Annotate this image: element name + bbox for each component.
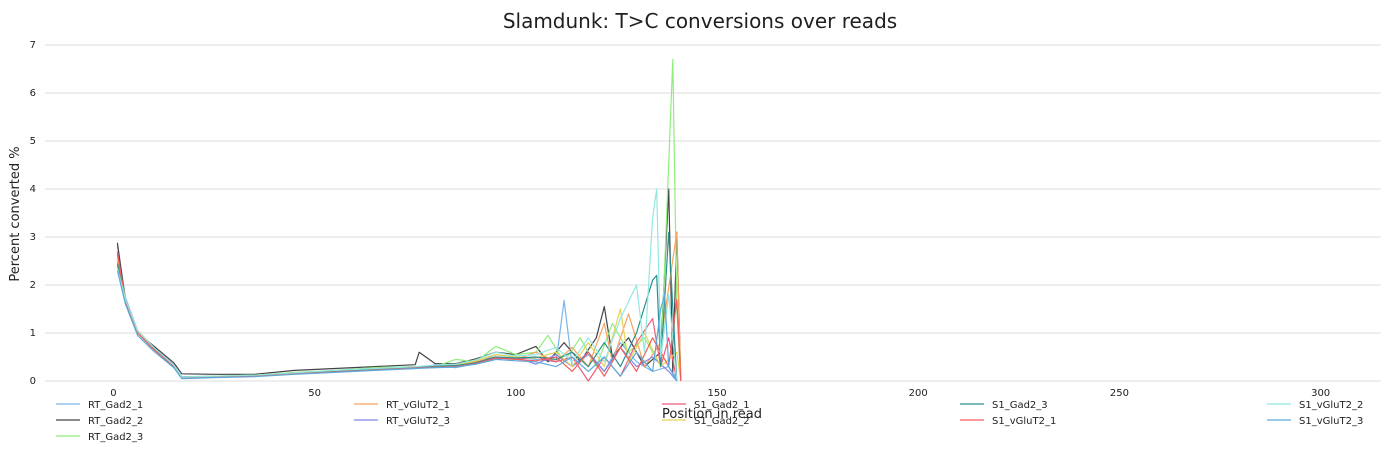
legend-item[interactable]: S1_Gad2_2 <box>662 416 750 427</box>
legend-item[interactable]: S1_vGluT2_3 <box>1267 416 1363 427</box>
y-tick-label: 1 <box>30 328 36 339</box>
series-line-RT_vGluT2_1 <box>116 231 682 382</box>
legend-label: S1_vGluT2_3 <box>1299 416 1363 427</box>
series-line-S1_vGluT2_3 <box>116 270 678 382</box>
legend-item[interactable]: RT_vGluT2_1 <box>354 400 450 411</box>
grid-lines <box>45 44 1381 382</box>
legend-label: S1_vGluT2_2 <box>1299 400 1363 411</box>
legend-item[interactable]: S1_Gad2_3 <box>960 400 1048 411</box>
x-tick-label: 250 <box>1110 388 1129 399</box>
legend-label: RT_vGluT2_1 <box>386 400 450 411</box>
legend-label: RT_Gad2_2 <box>88 416 143 427</box>
legend-label: RT_Gad2_3 <box>88 432 143 443</box>
legend-item[interactable]: S1_vGluT2_1 <box>960 416 1056 427</box>
legend-item[interactable]: S1_vGluT2_2 <box>1267 400 1363 411</box>
legend-label: S1_Gad2_1 <box>694 400 750 411</box>
y-tick-label: 3 <box>30 232 36 243</box>
legend-label: S1_Gad2_2 <box>694 416 750 427</box>
x-axis-label: Position in read <box>662 407 762 422</box>
y-axis-ticks: 0 1 2 3 4 5 6 7 <box>30 40 36 387</box>
y-tick-label: 4 <box>30 184 36 195</box>
y-tick-label: 5 <box>30 136 36 147</box>
legend-item[interactable]: RT_Gad2_2 <box>56 416 143 427</box>
x-tick-label: 300 <box>1311 388 1330 399</box>
x-tick-label: 50 <box>308 388 321 399</box>
chart-title: Slamdunk: T>C conversions over reads <box>503 9 897 33</box>
legend-label: RT_Gad2_1 <box>88 400 143 411</box>
x-tick-label: 150 <box>707 388 726 399</box>
legend-item[interactable]: RT_Gad2_3 <box>56 432 143 443</box>
legend-item[interactable]: RT_vGluT2_3 <box>354 416 450 427</box>
series-line-S1_vGluT2_2 <box>116 188 678 382</box>
legend-label: RT_vGluT2_3 <box>386 416 450 427</box>
y-tick-label: 6 <box>30 88 36 99</box>
legend-label: S1_Gad2_3 <box>992 400 1048 411</box>
legend: RT_Gad2_1 RT_Gad2_2 RT_Gad2_3 RT_vGluT2_1 RT… <box>56 400 1363 443</box>
series-lines <box>116 58 682 382</box>
y-tick-label: 0 <box>30 376 36 387</box>
x-tick-label: 100 <box>506 388 525 399</box>
series-line-RT_vGluT2_3 <box>116 265 678 382</box>
y-tick-label: 2 <box>30 280 36 291</box>
x-axis-ticks: 0 50 100 150 200 250 300 <box>110 388 1330 399</box>
legend-item[interactable]: S1_Gad2_1 <box>662 400 750 411</box>
y-tick-label: 7 <box>30 40 36 51</box>
x-tick-label: 200 <box>909 388 928 399</box>
x-tick-label: 0 <box>110 388 116 399</box>
legend-item[interactable]: RT_Gad2_1 <box>56 400 143 411</box>
y-axis-label: Percent converted % <box>8 146 23 281</box>
legend-label: S1_vGluT2_1 <box>992 416 1056 427</box>
